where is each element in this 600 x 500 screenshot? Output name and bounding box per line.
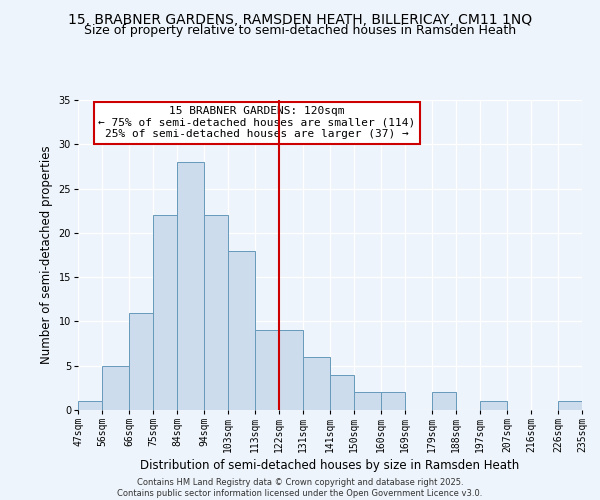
Bar	[480, 401, 507, 410]
Bar	[228, 250, 255, 410]
Text: 15 BRABNER GARDENS: 120sqm
← 75% of semi-detached houses are smaller (114)
25% o: 15 BRABNER GARDENS: 120sqm ← 75% of semi…	[98, 106, 416, 140]
Y-axis label: Number of semi-detached properties: Number of semi-detached properties	[40, 146, 53, 364]
Bar	[129, 312, 153, 410]
Bar	[381, 392, 405, 410]
Bar	[279, 330, 303, 410]
Bar	[78, 401, 102, 410]
Bar	[558, 401, 582, 410]
Text: Contains HM Land Registry data © Crown copyright and database right 2025.
Contai: Contains HM Land Registry data © Crown c…	[118, 478, 482, 498]
X-axis label: Distribution of semi-detached houses by size in Ramsden Heath: Distribution of semi-detached houses by …	[140, 459, 520, 472]
Bar	[177, 162, 204, 410]
Bar	[255, 330, 279, 410]
Text: 15, BRABNER GARDENS, RAMSDEN HEATH, BILLERICAY, CM11 1NQ: 15, BRABNER GARDENS, RAMSDEN HEATH, BILL…	[68, 12, 532, 26]
Bar	[303, 357, 330, 410]
Bar	[153, 215, 177, 410]
Bar	[330, 374, 354, 410]
Bar	[102, 366, 129, 410]
Text: Size of property relative to semi-detached houses in Ramsden Heath: Size of property relative to semi-detach…	[84, 24, 516, 37]
Bar	[432, 392, 456, 410]
Bar	[204, 215, 228, 410]
Bar	[354, 392, 381, 410]
